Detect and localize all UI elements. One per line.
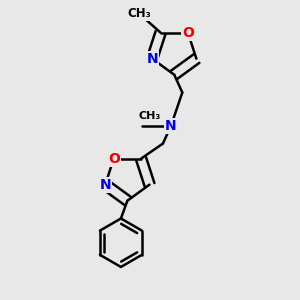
- Text: N: N: [100, 178, 111, 192]
- Text: N: N: [165, 119, 177, 133]
- Text: N: N: [146, 52, 158, 66]
- Text: CH₃: CH₃: [139, 111, 161, 121]
- Text: O: O: [108, 152, 120, 166]
- Text: O: O: [182, 26, 194, 40]
- Text: CH₃: CH₃: [128, 8, 152, 20]
